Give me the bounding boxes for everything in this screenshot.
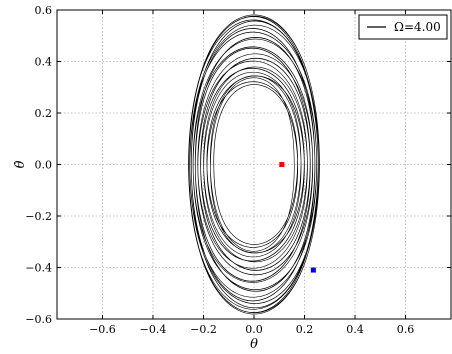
y-tick-label: 0.4 — [35, 56, 53, 69]
y-tick-label: −0.2 — [25, 210, 52, 223]
x-tick-label: 0.4 — [346, 323, 364, 336]
x-tick-label: 0.0 — [245, 323, 263, 336]
end-marker — [310, 267, 316, 273]
y-tick-label: 0.2 — [35, 107, 53, 120]
x-tick-label: −0.4 — [140, 323, 167, 336]
start-marker — [279, 162, 285, 167]
x-axis-label: θ — [250, 337, 258, 352]
x-tick-label: −0.2 — [190, 323, 217, 336]
y-tick-label: −0.4 — [25, 262, 52, 275]
y-tick-label: 0.0 — [35, 159, 53, 172]
x-tick-label: 0.2 — [296, 323, 314, 336]
y-axis-ticks: −0.6 −0.4 −0.2 0.0 0.2 0.4 0.6 — [25, 4, 451, 326]
legend-entry: Ω=4.00 — [394, 20, 441, 34]
x-tick-label: 0.6 — [397, 323, 415, 336]
grid — [57, 9, 451, 320]
legend: Ω=4.00 — [358, 14, 448, 40]
trajectory-path — [188, 14, 320, 315]
y-axis-label: θ̇ — [13, 160, 28, 168]
trajectory-curve — [188, 14, 320, 315]
y-tick-label: −0.6 — [25, 313, 52, 326]
markers — [279, 162, 316, 273]
y-tick-label: 0.6 — [35, 4, 53, 17]
x-tick-label: −0.6 — [89, 323, 116, 336]
x-axis-ticks: −0.6 −0.4 −0.2 0.0 0.2 0.4 0.6 — [89, 10, 414, 336]
